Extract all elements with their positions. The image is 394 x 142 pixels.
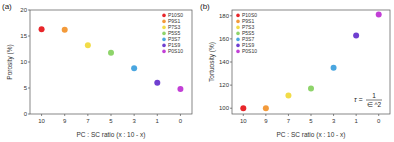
x-tick: [243, 114, 244, 116]
legend-swatch: [162, 26, 166, 30]
x-tick-label: 0: [377, 118, 381, 124]
x-tick-label: 9: [63, 118, 67, 124]
point: [154, 80, 160, 86]
legend-swatch: [236, 14, 240, 18]
plot-frame: [232, 10, 390, 114]
panel: (a)0510152010975310PC : SC ratio (x : 10…: [2, 2, 192, 139]
x-tick: [356, 114, 357, 116]
y-axis-title: Tortuosity (%): [208, 42, 216, 82]
y-tick-label: 100: [219, 105, 230, 111]
x-tick: [87, 114, 88, 116]
y-tick-label: 180: [219, 13, 230, 19]
x-tick-label: 5: [109, 118, 113, 124]
y-tick: [28, 88, 30, 89]
marks: [240, 12, 381, 112]
annotation-numerator: 1: [372, 92, 376, 99]
panel-label: (a): [2, 2, 12, 11]
x-tick-label: 1: [354, 118, 358, 124]
x-tick-label: 9: [264, 118, 268, 124]
x-tick-label: 7: [287, 118, 291, 124]
x-tick-label: 5: [309, 118, 313, 124]
point: [331, 65, 337, 71]
x-axis-title: PC : SC ratio (x : 10 - x): [277, 131, 346, 139]
marks: [39, 26, 184, 92]
point: [85, 42, 91, 48]
annotation-lhs: τ =: [354, 96, 363, 103]
y-tick: [28, 114, 30, 115]
x-tick: [111, 114, 112, 116]
x-tick: [333, 114, 334, 116]
legend-swatch: [236, 32, 240, 36]
x-tick: [311, 114, 312, 116]
legend-swatch: [162, 20, 166, 24]
panel: (b)10012014016018010975310PC : SC ratio …: [200, 2, 390, 139]
legend-swatch: [162, 50, 166, 54]
legend-swatch: [162, 44, 166, 48]
point: [62, 27, 68, 33]
x-tick: [41, 114, 42, 116]
y-tick-label: 140: [219, 59, 230, 65]
annotation: τ = 1 ∈ ^2: [354, 92, 382, 108]
y-tick: [28, 62, 30, 63]
y-tick-label: 160: [219, 36, 230, 42]
y-tick: [230, 62, 232, 63]
legend: P10S0P9S1P7S3P5S5P3S7P1S9P0S10: [162, 12, 183, 54]
legend-swatch: [236, 38, 240, 42]
x-tick-label: 7: [86, 118, 90, 124]
x-tick: [378, 114, 379, 116]
y-tick-label: 5: [24, 85, 28, 91]
legend-swatch: [236, 44, 240, 48]
point: [263, 105, 269, 111]
x-tick: [134, 114, 135, 116]
point: [39, 26, 45, 32]
y-tick: [230, 15, 232, 16]
legend-swatch: [236, 20, 240, 24]
y-tick-label: 10: [20, 59, 27, 65]
y-axis-title: Porosity (%): [6, 44, 14, 79]
point: [308, 86, 314, 92]
point: [353, 32, 359, 38]
y-tick: [230, 85, 232, 86]
y-tick-label: 0: [24, 111, 28, 117]
x-tick-label: 10: [240, 118, 247, 124]
legend-swatch: [236, 26, 240, 30]
x-tick: [64, 114, 65, 116]
y-tick: [28, 10, 30, 11]
x-tick-label: 0: [179, 118, 183, 124]
x-tick-label: 3: [332, 118, 336, 124]
y-tick: [230, 38, 232, 39]
point: [240, 105, 246, 111]
y-tick: [28, 36, 30, 37]
legend-swatch: [162, 38, 166, 42]
legend-label: P0S10: [242, 48, 257, 54]
legend: P10S0P9S1P7S3P5S5P3S7P1S9P0S10: [236, 12, 257, 54]
legend-label: P0S10: [168, 48, 183, 54]
x-tick-label: 3: [132, 118, 136, 124]
y-tick-label: 120: [219, 82, 230, 88]
point: [131, 65, 137, 71]
x-tick-label: 10: [38, 118, 45, 124]
y-tick: [230, 108, 232, 109]
panel-label: (b): [200, 2, 210, 11]
y-tick-label: 20: [20, 7, 27, 13]
legend-swatch: [162, 32, 166, 36]
x-tick: [157, 114, 158, 116]
x-tick: [265, 114, 266, 116]
annotation-denominator: ∈ ^2: [367, 101, 382, 108]
y-tick-label: 15: [20, 33, 27, 39]
x-tick: [180, 114, 181, 116]
point: [285, 93, 291, 99]
legend-swatch: [236, 50, 240, 54]
point: [108, 50, 114, 56]
x-tick: [288, 114, 289, 116]
point: [376, 12, 382, 18]
plot-frame: [30, 10, 192, 114]
legend-swatch: [162, 14, 166, 18]
point: [177, 86, 183, 92]
figure: (a)0510152010975310PC : SC ratio (x : 10…: [0, 0, 394, 142]
x-axis-title: PC : SC ratio (x : 10 - x): [77, 131, 146, 139]
x-tick-label: 1: [156, 118, 160, 124]
